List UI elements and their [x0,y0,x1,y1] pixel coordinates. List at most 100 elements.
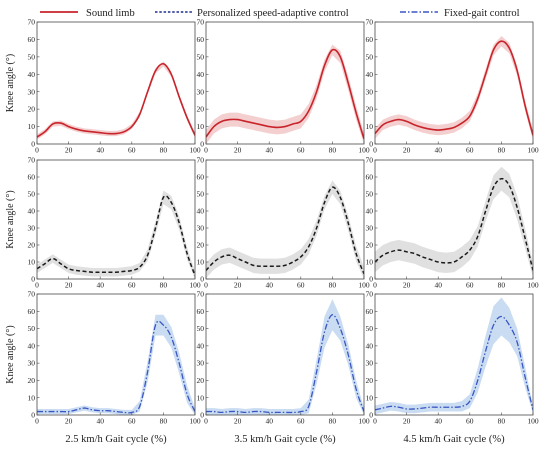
x-tick-label: 20 [65,417,73,426]
legend-label-fixed: Fixed-gait control [444,8,520,19]
x-tick-label: 40 [434,146,442,155]
legend-label-personalized: Personalized speed-adaptive control [197,8,349,19]
series-line [37,320,195,414]
x-tick-label: 80 [498,146,506,155]
x-tick-label: 0 [373,417,377,426]
y-tick-label: 0 [200,140,204,149]
sd-band [375,35,533,141]
x-tick-label: 40 [96,281,104,290]
y-tick-label: 30 [28,359,36,368]
panel-sound-1: 0 10 20 30 40 50 60 70 0 20 40 60 80 100 [28,18,201,155]
series-line [37,195,195,276]
x-tick-label: 0 [373,281,377,290]
x-tick-label: 40 [265,281,273,290]
y-tick-label: 70 [28,18,36,27]
panel-frame [205,159,365,280]
y-tick-label: 40 [197,207,205,216]
legend: Sound limb Personalized speed-adaptive c… [40,8,520,19]
y-tick-label: 30 [197,359,205,368]
x-tick-label: 20 [234,417,242,426]
panel-frame [36,159,196,280]
sd-band [206,299,364,415]
y-tick-label: 40 [366,341,374,350]
y-tick-label: 30 [366,224,374,233]
series-line [206,48,364,140]
sd-band [37,314,195,415]
y-tick-label: 60 [366,173,374,182]
panel-frame [205,293,365,416]
y-tick-label: 50 [28,52,36,61]
x-tick-label: 40 [434,281,442,290]
y-tick-label: 70 [28,156,36,165]
y-tick-label: 70 [366,290,374,299]
x-tick-label: 100 [189,281,201,290]
y-tick-label: 20 [366,105,374,114]
x-tick-label: 100 [189,417,201,426]
x-tick-label: 0 [204,146,208,155]
x-tick-label: 100 [358,281,370,290]
panel-personalized-1: 0 10 20 30 40 50 60 70 0 20 40 60 80 100 [28,156,201,290]
panel-fixed-1: 0 10 20 30 40 50 60 70 0 20 40 60 80 100 [28,290,201,426]
y-tick-label: 20 [197,241,205,250]
y-axis-title: Knee angle (°) [5,325,16,383]
series-line [375,177,533,271]
panel-frame [36,21,196,145]
y-tick-label: 10 [197,122,205,131]
y-tick-label: 10 [366,258,374,267]
panel-sound-2: 0 10 20 30 40 50 60 70 0 20 40 60 80 100 [197,18,370,155]
x-tick-label: 20 [65,146,73,155]
y-tick-label: 20 [197,105,205,114]
y-tick-label: 0 [31,411,35,420]
y-tick-label: 10 [28,258,36,267]
y-tick-label: 20 [28,241,36,250]
y-tick-label: 60 [366,307,374,316]
y-tick-label: 60 [366,35,374,44]
panel-frame [205,21,365,145]
y-tick-label: 70 [366,156,374,165]
y-tick-label: 70 [197,290,205,299]
legend-label-sound: Sound limb [86,8,135,19]
y-tick-label: 50 [366,52,374,61]
x-tick-label: 100 [527,146,539,155]
x-tick-label: 100 [527,281,539,290]
x-tick-label: 0 [204,281,208,290]
panel-personalized-2: 0 10 20 30 40 50 60 70 0 20 40 60 80 100 [197,156,370,290]
y-tick-label: 70 [366,18,374,27]
y-tick-label: 20 [28,376,36,385]
x-tick-label: 60 [128,281,136,290]
y-tick-label: 30 [28,224,36,233]
y-tick-label: 30 [366,359,374,368]
x-tick-label: 0 [35,146,39,155]
y-tick-label: 50 [28,324,36,333]
y-tick-label: 20 [366,241,374,250]
x-tick-label: 0 [35,417,39,426]
panel-frame [374,21,534,145]
x-tick-label: 60 [297,146,305,155]
x-tick-label: 80 [498,281,506,290]
y-tick-label: 40 [366,207,374,216]
x-tick-label: 20 [403,281,411,290]
x-tick-label: 60 [297,281,305,290]
y-tick-label: 50 [366,324,374,333]
y-tick-label: 10 [366,393,374,402]
x-tick-label: 40 [96,146,104,155]
y-tick-label: 10 [197,258,205,267]
y-tick-label: 30 [197,87,205,96]
x-tick-label: 20 [234,281,242,290]
sd-band [375,166,533,278]
y-tick-label: 0 [200,411,204,420]
x-axis-title: 3.5 km/h Gait cycle (%) [234,434,336,445]
x-tick-label: 80 [329,417,337,426]
x-tick-label: 0 [35,281,39,290]
x-tick-label: 80 [329,281,337,290]
y-tick-label: 40 [197,341,205,350]
y-tick-label: 60 [197,307,205,316]
x-tick-label: 0 [204,417,208,426]
y-tick-label: 60 [197,173,205,182]
y-tick-label: 40 [197,70,205,79]
y-tick-label: 40 [28,207,36,216]
x-tick-label: 20 [65,281,73,290]
series-line [375,40,533,136]
panel-frame [374,293,534,416]
